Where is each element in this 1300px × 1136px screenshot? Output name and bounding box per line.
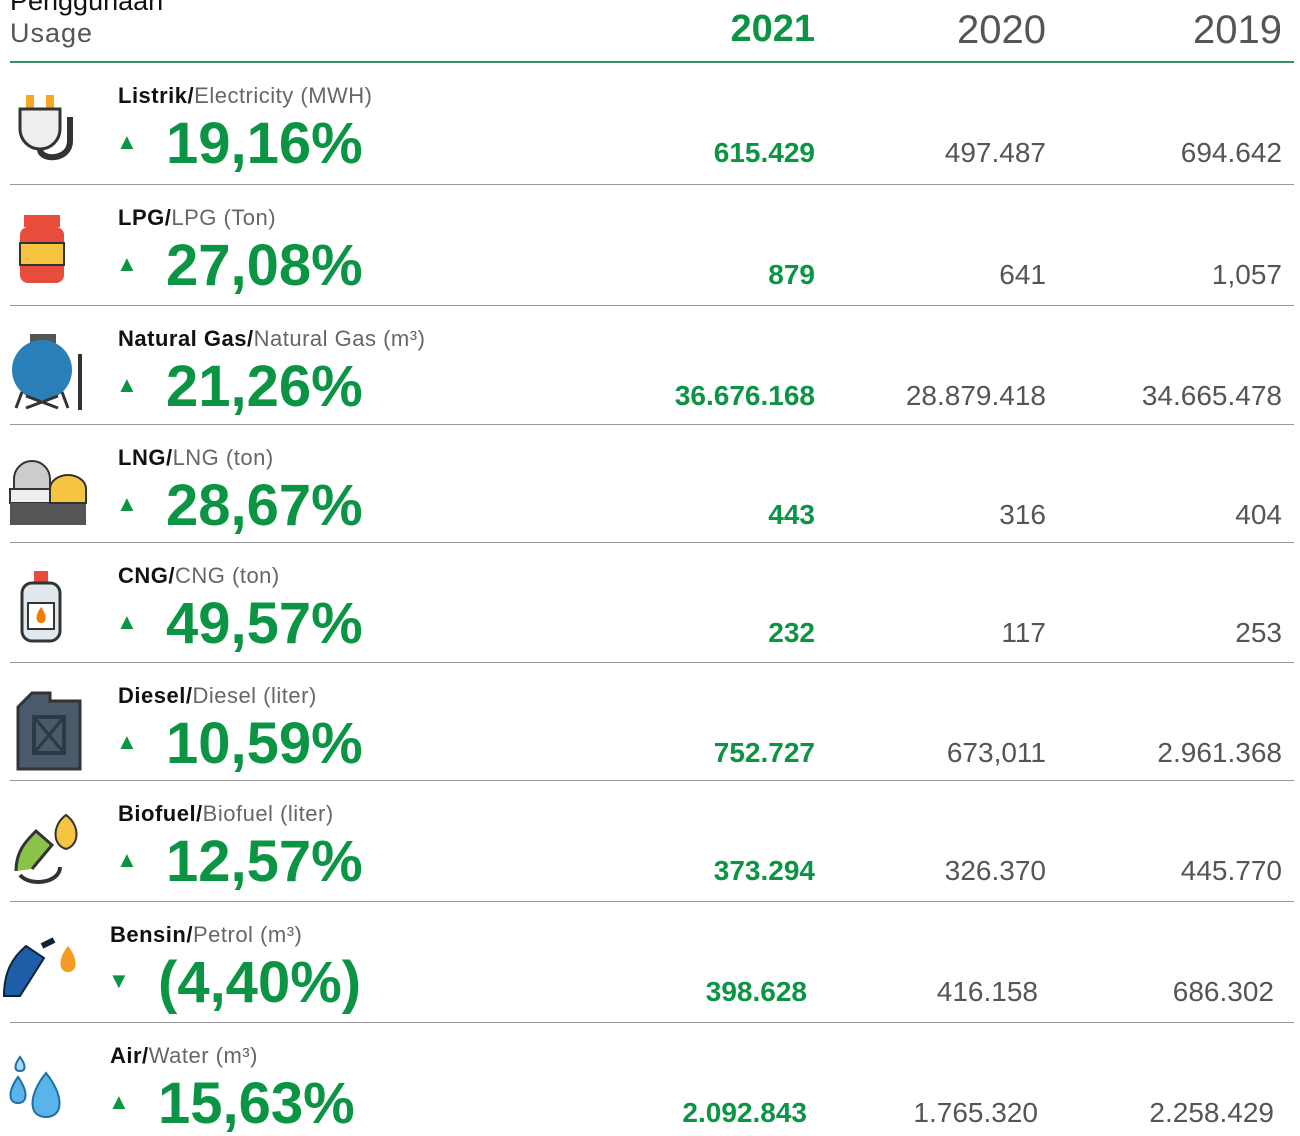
value: 404 — [1235, 499, 1282, 530]
trend-arrow: ▲ — [116, 251, 138, 276]
label-id: Air/ — [110, 1043, 149, 1068]
value: 686.302 — [1172, 976, 1274, 1007]
trend-arrow: ▲ — [116, 129, 138, 154]
value: 2.258.429 — [1149, 1097, 1274, 1128]
label-id: LPG/ — [118, 205, 172, 230]
value: 398.628 — [705, 976, 807, 1007]
row-label: CNG/CNG (ton) — [118, 563, 280, 589]
trend-arrow: ▲ — [116, 729, 138, 754]
label-en: Petrol (m³) — [192, 922, 303, 947]
icon — [14, 813, 78, 884]
value: 1.765.320 — [913, 1097, 1038, 1128]
icon — [20, 571, 62, 643]
row-label: Natural Gas/Natural Gas (m³) — [118, 326, 425, 352]
value: 373.294 — [713, 855, 815, 886]
trend-arrow: ▲ — [116, 372, 138, 397]
label-en: LPG (Ton) — [171, 205, 277, 230]
value: 117 — [1001, 617, 1046, 648]
label-id: Bensin/ — [110, 922, 193, 947]
change-percent: 49,57% — [166, 591, 363, 656]
value: 445.770 — [1180, 855, 1282, 886]
icon — [16, 691, 82, 771]
value: 232 — [768, 617, 815, 648]
row-label: LPG/LPG (Ton) — [118, 205, 276, 231]
row-separator — [10, 780, 1294, 781]
value: 615.429 — [713, 137, 815, 168]
value: 673,011 — [946, 737, 1046, 768]
change-percent: 19,16% — [166, 111, 363, 176]
change-percent: 28,67% — [166, 473, 363, 538]
change-percent: 10,59% — [166, 711, 363, 776]
value: 694.642 — [1180, 137, 1282, 168]
trend-arrow: ▲ — [116, 491, 138, 516]
icon — [12, 334, 82, 410]
value: 752.727 — [713, 737, 815, 768]
value: 326.370 — [944, 855, 1046, 886]
value: 36.676.168 — [674, 380, 815, 411]
row-label: Diesel/Diesel (liter) — [118, 683, 317, 709]
row-separator — [10, 1022, 1294, 1023]
row-separator — [10, 662, 1294, 663]
icon — [18, 95, 73, 161]
year: 2019 — [1193, 8, 1282, 52]
label-en: Natural Gas (m³) — [253, 326, 426, 351]
value: 316 — [999, 499, 1046, 530]
trend-arrow: ▲ — [116, 847, 138, 872]
change-percent: 12,57% — [166, 829, 363, 894]
label-id: LNG/ — [118, 445, 173, 470]
value: 2.961.368 — [1157, 737, 1282, 768]
trend-arrow: ▲ — [116, 609, 138, 634]
label-id: Natural Gas/ — [118, 326, 254, 351]
row-separator — [10, 184, 1294, 185]
value: 416.158 — [936, 976, 1038, 1007]
label-en: Electricity (MWH) — [194, 83, 373, 108]
value: 497.487 — [944, 137, 1046, 168]
icon — [9, 460, 87, 525]
value: 253 — [1235, 617, 1282, 648]
label-en: Diesel (liter) — [192, 683, 317, 708]
value: 879 — [768, 259, 815, 290]
change-percent: 27,08% — [166, 233, 363, 298]
row-separator — [10, 424, 1294, 425]
year: 2020 — [957, 8, 1046, 52]
label-id: Biofuel/ — [118, 801, 203, 826]
label-en: LNG (ton) — [172, 445, 274, 470]
label-en: Water (m³) — [148, 1043, 258, 1068]
value: 34.665.478 — [1141, 380, 1282, 411]
row-separator — [10, 901, 1294, 902]
icon — [9, 1055, 61, 1119]
row-label: Bensin/Petrol (m³) — [110, 922, 302, 948]
label-id: Diesel/ — [118, 683, 193, 708]
header-line — [10, 61, 1294, 63]
trend-arrow: ▲ — [108, 1089, 130, 1114]
row-label: LNG/LNG (ton) — [118, 445, 274, 471]
value: 2.092.843 — [682, 1097, 807, 1128]
value: 28.879.418 — [905, 380, 1046, 411]
row-label: Biofuel/Biofuel (liter) — [118, 801, 334, 827]
value: 1,057 — [1211, 259, 1282, 290]
change-percent: 15,63% — [158, 1071, 355, 1136]
row-label: Listrik/Electricity (MWH) — [118, 83, 373, 109]
change-percent: (4,40%) — [158, 950, 362, 1015]
icon — [2, 937, 76, 997]
label-id: Listrik/ — [118, 83, 195, 108]
title: Penggunaan — [10, 0, 164, 16]
row-label: Air/Water (m³) — [110, 1043, 258, 1069]
year: 2021 — [730, 8, 815, 50]
value: 443 — [768, 499, 815, 530]
row-separator — [10, 305, 1294, 306]
label-id: CNG/ — [118, 563, 175, 588]
change-percent: 21,26% — [166, 354, 363, 419]
icon — [19, 215, 65, 283]
label-en: CNG (ton) — [175, 563, 280, 588]
label-en: Biofuel (liter) — [202, 801, 334, 826]
trend-arrow: ▼ — [108, 968, 130, 993]
row-separator — [10, 542, 1294, 543]
subtitle: Usage — [10, 18, 94, 48]
value: 641 — [999, 259, 1046, 290]
